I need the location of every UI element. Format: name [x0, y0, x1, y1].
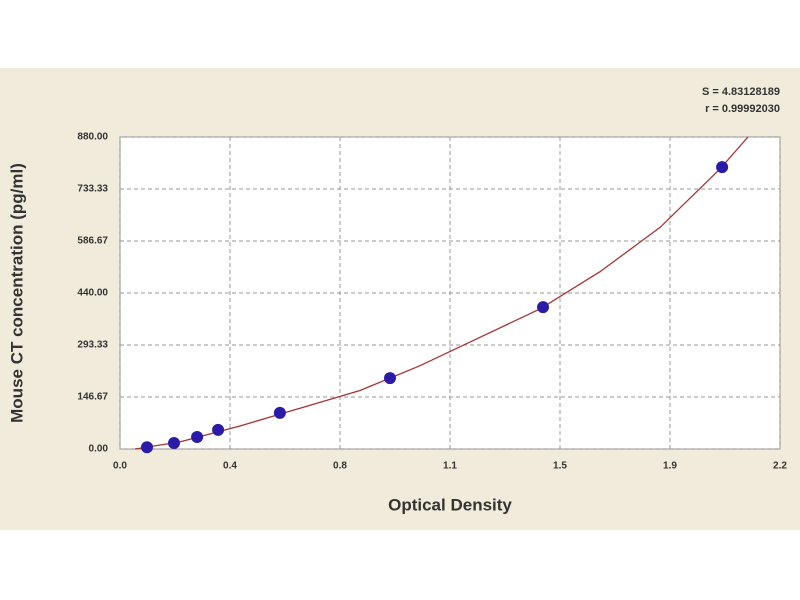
- y-tick-label: 146.67: [77, 392, 108, 403]
- x-tick-label: 0.4: [223, 461, 237, 472]
- fit-curve: [134, 136, 749, 450]
- data-point: [212, 423, 225, 436]
- x-tick-label: 2.2: [773, 461, 787, 472]
- y-tick-label: 586.67: [77, 236, 108, 247]
- data-point: [273, 406, 286, 419]
- y-tick-label: 0.00: [89, 444, 109, 455]
- data-point: [141, 441, 153, 454]
- x-tick-label: 0.8: [333, 461, 347, 472]
- annotation: S = 4.83128189: [702, 86, 780, 98]
- y-tick-label: 293.33: [77, 340, 108, 351]
- data-point: [168, 436, 180, 449]
- data-point: [191, 430, 204, 443]
- y-tick-label: 733.33: [77, 184, 108, 195]
- annotation: r = 0.99992030: [705, 103, 780, 115]
- x-tick-label: 1.5: [553, 461, 567, 472]
- x-axis-title: Optical Density: [388, 495, 512, 514]
- y-axis-title: Mouse CT concentration (pg/ml): [7, 163, 26, 423]
- data-point: [716, 161, 729, 174]
- x-tick-label: 1.1: [443, 461, 457, 472]
- x-tick-label: 1.9: [663, 461, 677, 472]
- data-point: [384, 372, 396, 385]
- y-tick-label: 880.00: [77, 132, 108, 143]
- y-tick-label: 440.00: [77, 288, 108, 299]
- x-tick-label: 0.0: [113, 461, 127, 472]
- data-point: [537, 301, 549, 314]
